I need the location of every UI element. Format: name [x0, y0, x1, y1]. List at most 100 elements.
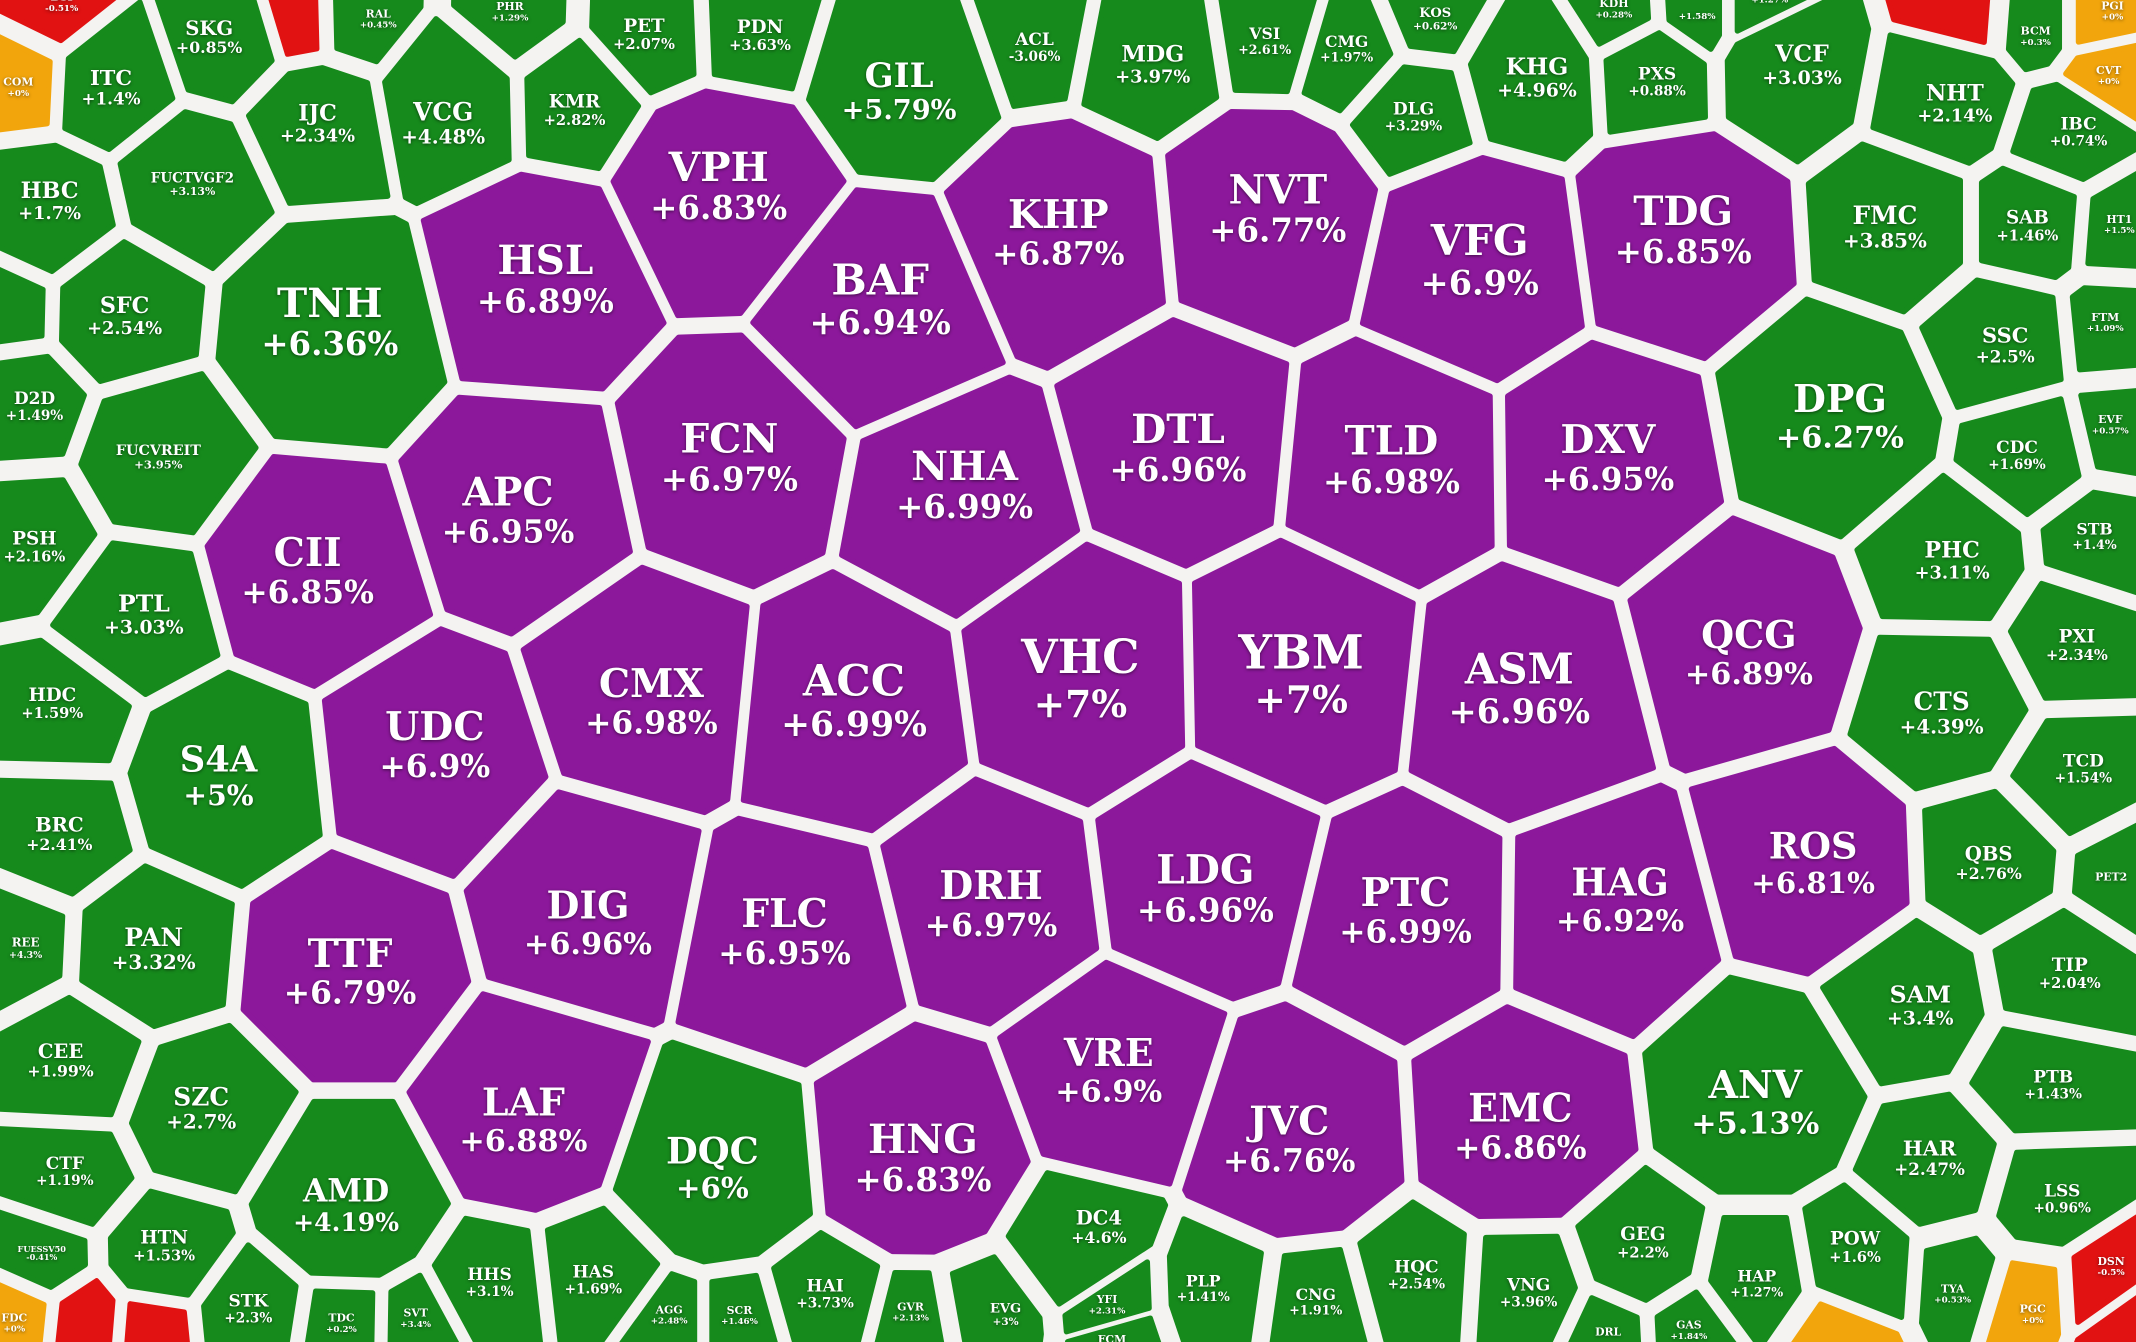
cell-region[interactable] — [204, 453, 434, 689]
cell-region[interactable] — [675, 815, 907, 1068]
map-cell[interactable]: EVF+0.57% — [2078, 388, 2136, 477]
map-cell[interactable]: NHT+2.14% — [1870, 32, 2016, 166]
cell-region[interactable] — [78, 371, 259, 536]
cell-region[interactable] — [2007, 580, 2136, 701]
cell-region[interactable] — [0, 637, 132, 764]
cell-region[interactable] — [117, 109, 275, 272]
cell-region[interactable] — [2005, 0, 2063, 73]
cell-region[interactable] — [740, 569, 969, 834]
map-cell[interactable]: CEE+1.99% — [0, 994, 142, 1118]
cell-region[interactable] — [0, 1209, 89, 1290]
map-cell[interactable]: HAI+3.73% — [771, 1230, 881, 1342]
cell-region[interactable] — [0, 353, 87, 461]
cell-region[interactable] — [813, 1021, 1031, 1255]
cell-region[interactable] — [961, 541, 1186, 808]
map-cell[interactable]: VFG+6.9% — [1359, 154, 1585, 384]
map-cell[interactable]: CNG+1.91% — [1269, 1246, 1368, 1342]
cell-region[interactable] — [1359, 154, 1585, 384]
cell-region[interactable] — [1575, 131, 1797, 362]
map-cell[interactable]: STB+1.4% — [2040, 489, 2136, 596]
cell-region[interactable] — [874, 1269, 945, 1342]
cell-region[interactable] — [1969, 1026, 2136, 1134]
cell-region[interactable] — [240, 849, 472, 1083]
cell-region[interactable] — [1847, 634, 2029, 792]
map-cell[interactable]: EMC+6.86% — [1411, 1004, 1639, 1220]
cell-region[interactable] — [79, 863, 235, 1029]
map-cell[interactable]: HQC+2.54% — [1357, 1199, 1467, 1342]
map-cell[interactable]: NVT+6.77% — [1165, 108, 1379, 348]
map-cell[interactable] — [0, 264, 46, 345]
cell-region[interactable] — [839, 374, 1081, 619]
map-cell[interactable]: SAB+1.46% — [1978, 165, 2077, 281]
cell-region[interactable] — [1349, 64, 1473, 177]
map-cell[interactable]: S4A+5% — [127, 669, 323, 889]
map-cell[interactable]: POW+1.6% — [1802, 1182, 1910, 1320]
cell-region[interactable] — [387, 1272, 461, 1342]
cell-region[interactable] — [1953, 396, 2082, 518]
map-cell[interactable]: VSI+2.61% — [1218, 0, 1317, 95]
map-cell[interactable]: PTB+1.43% — [1969, 1026, 2136, 1134]
map-cell[interactable]: TDG+6.85% — [1575, 131, 1797, 362]
cell-region[interactable] — [1513, 782, 1722, 1040]
cell-region[interactable] — [463, 789, 702, 1028]
cell-region[interactable] — [1269, 1246, 1368, 1342]
cell-region[interactable] — [750, 187, 1006, 430]
map-cell[interactable]: GIL+5.79% — [806, 0, 1002, 183]
cell-region[interactable] — [1191, 537, 1416, 805]
cell-region[interactable] — [129, 1022, 299, 1195]
map-cell[interactable]: FTM+1.09% — [2069, 285, 2136, 373]
map-cell[interactable]: FUCTVGF2+3.13% — [117, 109, 275, 272]
map-cell[interactable]: FDC+0% — [0, 1280, 47, 1342]
cell-region[interactable] — [2071, 1291, 2136, 1342]
map-cell[interactable]: DLG+3.29% — [1349, 64, 1473, 177]
cell-region[interactable] — [50, 540, 221, 698]
cell-region[interactable] — [1095, 759, 1321, 1002]
cell-region[interactable] — [2063, 42, 2136, 125]
cell-region[interactable] — [1996, 1145, 2136, 1247]
map-cell[interactable]: HBC+1.7% — [0, 142, 116, 275]
cell-region[interactable] — [589, 0, 697, 96]
map-cell[interactable] — [55, 1278, 116, 1342]
cell-region[interactable] — [524, 37, 642, 172]
cell-region[interactable] — [248, 1098, 451, 1278]
cell-region[interactable] — [2069, 285, 2136, 373]
map-cell[interactable]: FUESSV50-0.41% — [0, 1209, 89, 1290]
cell-region[interactable] — [0, 264, 46, 345]
cell-region[interactable] — [127, 669, 323, 889]
cell-region[interactable] — [1575, 1164, 1706, 1303]
map-cell[interactable]: GVR+2.13% — [874, 1269, 945, 1342]
map-cell[interactable]: ANV+5.13% — [1642, 974, 1868, 1195]
cell-region[interactable] — [1918, 1235, 1996, 1342]
map-cell[interactable]: CII+6.85% — [204, 453, 434, 689]
map-cell[interactable]: TLD+6.98% — [1285, 336, 1495, 590]
cell-region[interactable] — [1805, 141, 1963, 315]
cell-region[interactable] — [420, 171, 667, 392]
cell-region[interactable] — [124, 1301, 190, 1342]
map-cell[interactable]: FLC+6.95% — [675, 815, 907, 1068]
cell-region[interactable] — [0, 777, 133, 897]
map-cell[interactable]: DRH+6.97% — [880, 776, 1100, 1027]
cell-region[interactable] — [1565, 1295, 1642, 1342]
cell-region[interactable] — [398, 394, 633, 637]
cell-region[interactable] — [333, 0, 424, 65]
map-cell[interactable]: PXI+2.34% — [2007, 580, 2136, 701]
map-cell[interactable]: YBM+7% — [1191, 537, 1416, 805]
cell-region[interactable] — [880, 776, 1100, 1027]
map-cell[interactable]: SSC+2.5% — [1919, 277, 2064, 410]
map-cell[interactable]: DRL — [1565, 1295, 1642, 1342]
cell-region[interactable] — [58, 239, 206, 384]
map-cell[interactable]: TTF+6.79% — [240, 849, 472, 1083]
cell-region[interactable] — [154, 0, 275, 105]
map-cell[interactable]: DQC+6% — [612, 1039, 813, 1265]
map-cell[interactable]: FMC+3.85% — [1805, 141, 1963, 315]
map-cell[interactable]: VCG+4.48% — [382, 16, 512, 207]
cell-region[interactable] — [0, 477, 98, 623]
cell-region[interactable] — [1854, 472, 2025, 622]
cell-region[interactable] — [215, 215, 448, 449]
cell-region[interactable] — [1166, 1216, 1264, 1342]
map-cell[interactable]: QCG+6.89% — [1627, 515, 1863, 774]
map-cell[interactable]: ROS+6.81% — [1688, 745, 1910, 977]
cell-region[interactable] — [2071, 821, 2136, 939]
map-cell[interactable]: HNG+6.83% — [813, 1021, 1031, 1255]
map-cell[interactable]: BCM+0.3% — [2005, 0, 2063, 73]
